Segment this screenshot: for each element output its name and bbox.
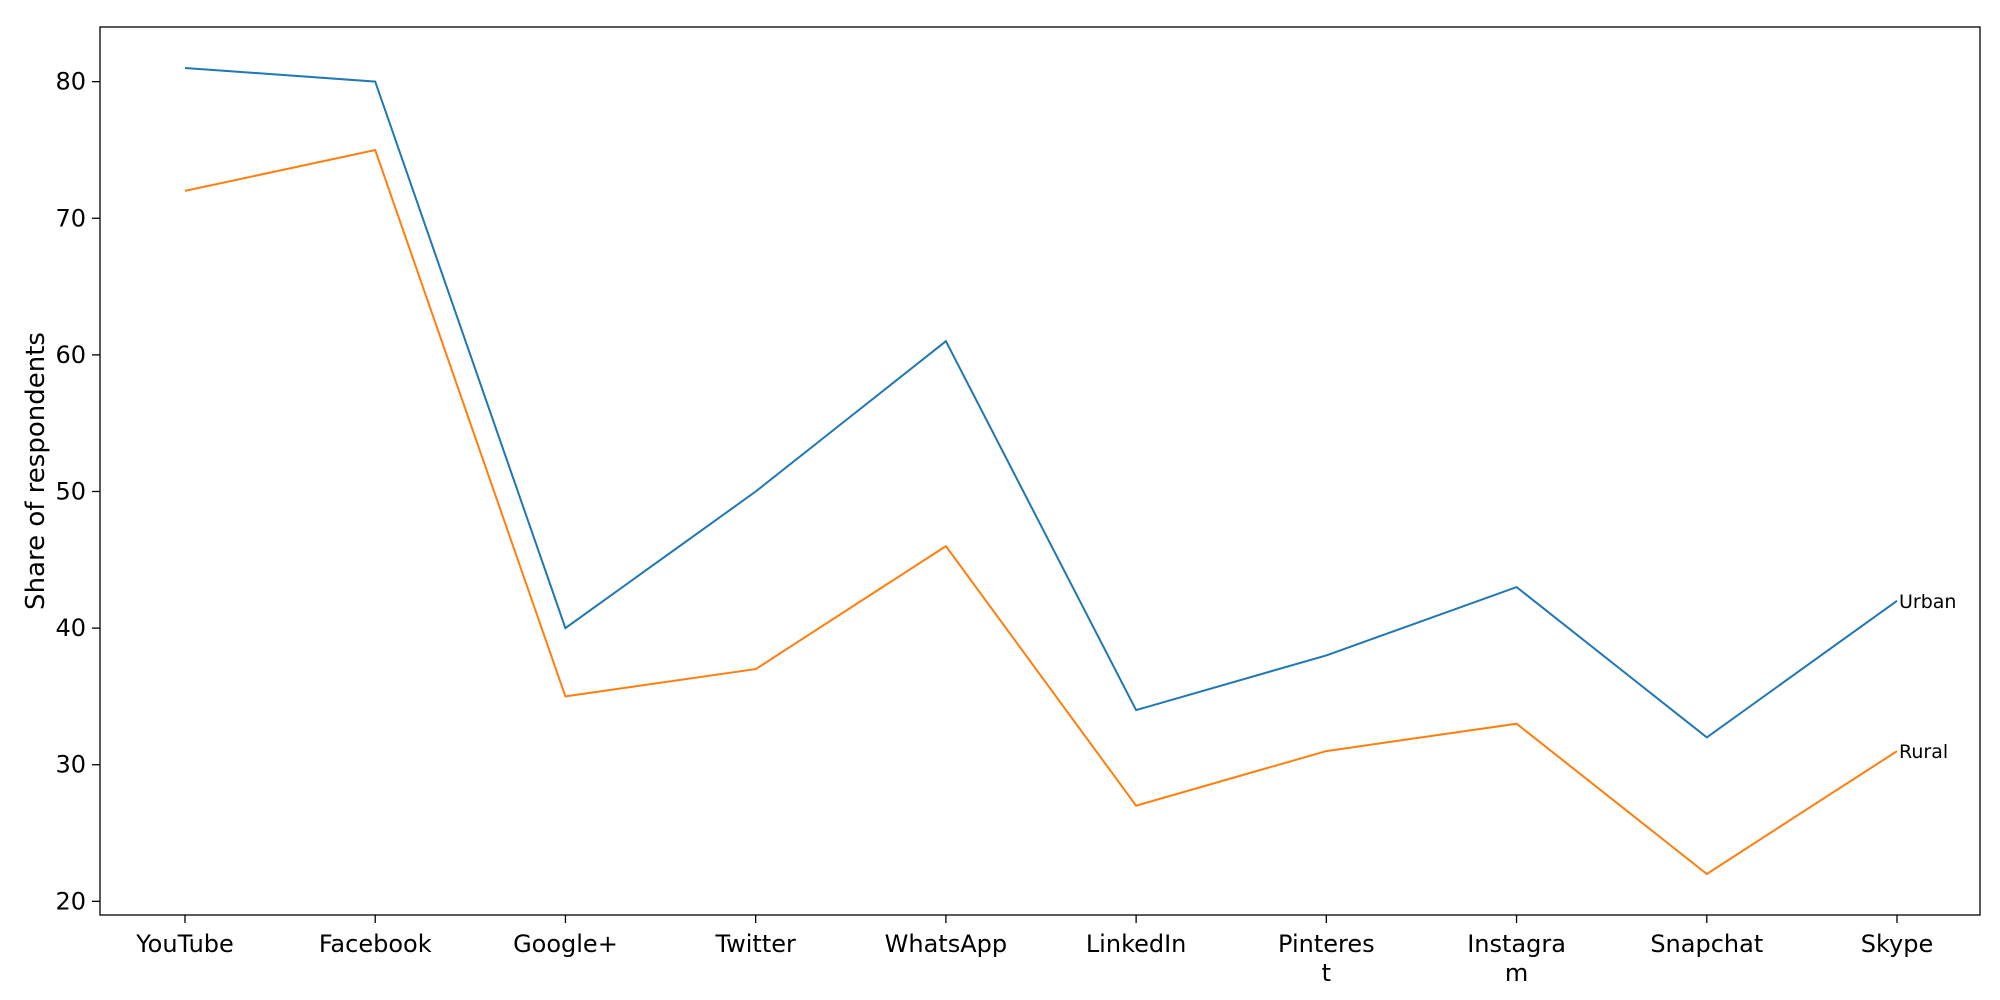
y-tick-label: 20 [55, 887, 86, 915]
y-axis-label: Share of respondents [21, 332, 51, 610]
series-label-urban: Urban [1899, 591, 1956, 613]
plot-frame [99, 26, 1981, 916]
x-tick-label: Skype [1861, 930, 1933, 958]
series-label-rural: Rural [1899, 741, 1948, 763]
y-tick-label: 70 [55, 204, 86, 232]
series-line-rural [184, 148, 1898, 876]
y-tick-label: 80 [55, 68, 86, 96]
x-tick-label: Twitter [714, 930, 796, 958]
x-tick-label: LinkedIn [1086, 930, 1187, 958]
y-tick-label: 50 [55, 477, 86, 505]
series-lines [184, 67, 1898, 876]
x-tick-label: Facebook [319, 930, 432, 958]
x-tick-label: WhatsApp [885, 930, 1007, 958]
x-axis: YouTube Facebook Google+ Twitter WhatsApp Lin… [135, 915, 1933, 987]
x-tick-label: Google+ [513, 930, 618, 958]
y-tick-label: 30 [55, 751, 86, 779]
x-tick-label: Pinteres t [1278, 930, 1375, 987]
x-tick-label: Instagra m [1467, 930, 1566, 987]
y-tick-label: 40 [55, 614, 86, 642]
series-line-urban [184, 67, 1898, 739]
y-axis: 20 30 40 50 60 70 80 [55, 68, 100, 915]
y-tick-label: 60 [55, 341, 86, 369]
x-tick-label: YouTube [135, 930, 234, 958]
series-labels: Urban Rural [1899, 591, 1956, 763]
x-tick-label: Snapchat [1650, 930, 1763, 958]
